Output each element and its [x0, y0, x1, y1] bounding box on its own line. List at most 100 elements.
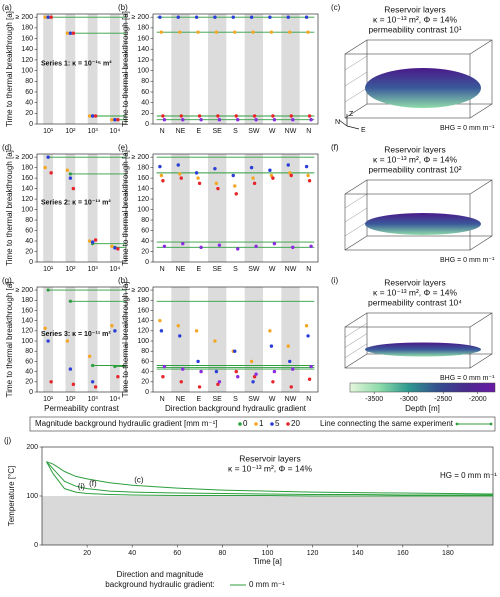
data-point	[249, 165, 254, 170]
y-axis-label: Temperature [°C]	[7, 466, 16, 527]
y-tick-label: 60	[141, 89, 149, 96]
y-axis-label: Time to thermal breakthrough [a]	[121, 150, 130, 266]
category-band	[281, 287, 300, 392]
y-tick-label: 140	[137, 317, 149, 324]
data-point	[268, 168, 272, 172]
data-point	[162, 364, 167, 369]
data-point	[249, 359, 254, 364]
data-point	[113, 118, 117, 122]
y-tick-label: 20	[141, 110, 149, 117]
curve-label: (c)	[134, 475, 144, 484]
x-tick-label: 40	[128, 550, 136, 557]
data-point	[197, 385, 202, 389]
panel-label: (h)	[118, 276, 128, 285]
x-tick-label: N	[160, 396, 165, 403]
box-edge	[469, 179, 493, 195]
data-point	[309, 244, 313, 248]
data-point	[286, 163, 290, 167]
colorbar-tick-label: -2000	[469, 396, 487, 403]
x-tick-label: NW	[285, 128, 297, 135]
data-point	[233, 349, 237, 353]
axis-letter: E	[361, 127, 366, 134]
x-tick-label: 160	[397, 550, 409, 557]
data-point	[214, 181, 219, 186]
data-point	[194, 15, 199, 19]
y-tick-label: 120	[137, 57, 149, 64]
x-tick-label: E	[196, 128, 201, 135]
data-point	[252, 114, 257, 118]
data-point	[90, 114, 95, 118]
legend-title: Magnitude background hydraulic gradient …	[35, 419, 218, 428]
data-point	[254, 118, 258, 122]
panel-label: (d)	[2, 143, 12, 152]
data-point	[234, 114, 238, 118]
y-tick-label: 100	[137, 67, 149, 74]
legend-label: 0 mm m⁻¹	[249, 580, 285, 589]
x-tick-label: S	[233, 128, 238, 135]
x-tick-label: 120	[307, 550, 319, 557]
data-point	[234, 369, 238, 374]
data-point	[176, 15, 180, 19]
y-tick-label: 0	[145, 389, 149, 396]
y-tick-label: 20	[25, 379, 33, 386]
y-tick-label: 180	[21, 164, 33, 171]
category-band	[109, 14, 120, 124]
data-point	[43, 165, 47, 170]
x-axis-label: Permeability contrast	[44, 404, 119, 413]
x-tick-label: 10³	[88, 266, 99, 273]
plot-frame	[152, 13, 319, 125]
render-title: Reservoir layers	[384, 277, 445, 287]
x-tick-label: W	[269, 128, 276, 135]
legend-line-label: Line connecting the same experiment	[320, 419, 454, 428]
data-point	[159, 173, 164, 178]
data-point	[68, 367, 73, 371]
data-point	[158, 15, 162, 19]
y-tick-label: 0	[145, 121, 149, 128]
y-tick-label: 160	[21, 35, 33, 42]
category-band	[208, 287, 227, 392]
x-tick-label: 140	[352, 550, 364, 557]
colorbar	[349, 382, 496, 393]
y-tick-label: 100	[26, 493, 38, 500]
category-band	[65, 287, 76, 392]
plot-frame	[36, 13, 127, 125]
data-point	[272, 369, 277, 374]
category-band	[208, 154, 227, 262]
x-tick-label: W	[269, 266, 276, 273]
data-point	[68, 176, 73, 180]
box-grid	[344, 221, 368, 237]
data-point	[110, 324, 114, 328]
x-tick-label: SW	[248, 396, 260, 403]
x-tick-label: N	[160, 128, 165, 135]
legend-title: background hydraulic gradient:	[105, 580, 214, 589]
data-point	[196, 30, 200, 34]
data-point	[217, 380, 222, 384]
render-annotation: BHG = 0 mm m⁻¹	[440, 375, 495, 382]
data-point	[178, 334, 182, 338]
wireframe-box	[344, 312, 493, 369]
panel-label: (i)	[331, 276, 338, 285]
data-point	[110, 118, 114, 122]
data-point	[68, 31, 73, 35]
data-point	[289, 173, 293, 178]
data-point	[49, 380, 53, 384]
x-tick-label: N	[306, 128, 311, 135]
y-tick-label: 80	[25, 348, 33, 355]
y-tick-label: 60	[141, 358, 149, 365]
panel-label: (g)	[2, 276, 12, 285]
data-point	[309, 118, 313, 122]
data-point	[197, 181, 202, 186]
x-tick-label: NW	[285, 266, 297, 273]
data-point	[289, 385, 293, 389]
data-point	[291, 367, 295, 371]
data-point	[90, 240, 95, 244]
x-tick-label: W	[269, 396, 276, 403]
data-point	[291, 245, 295, 250]
colorbar-label: Depth [m]	[405, 404, 440, 413]
data-point	[181, 367, 185, 371]
data-point	[178, 30, 182, 34]
box-grid	[344, 193, 368, 209]
x-tick-label: 10²	[65, 396, 76, 403]
y-tick-label: 20	[141, 379, 149, 386]
